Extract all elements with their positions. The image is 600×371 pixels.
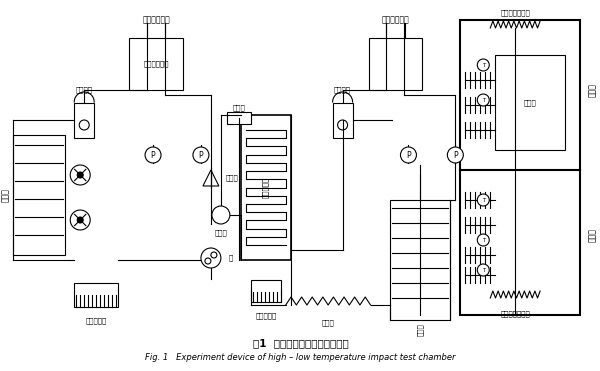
Text: T: T: [482, 197, 485, 203]
Text: P: P: [199, 151, 203, 160]
Bar: [74, 283, 118, 307]
Bar: [368, 38, 422, 90]
Circle shape: [477, 234, 489, 246]
Bar: [241, 115, 291, 260]
Circle shape: [77, 172, 83, 178]
Text: 冷凝蒸发器: 冷凝蒸发器: [262, 177, 269, 198]
Text: 高温级压缩机: 高温级压缩机: [143, 61, 169, 67]
Circle shape: [448, 147, 463, 163]
Circle shape: [477, 59, 489, 71]
Bar: [129, 38, 183, 90]
Bar: [391, 200, 451, 320]
Text: 泵: 泵: [229, 255, 233, 261]
Text: 图1  高低温冲击试验箱实验装置: 图1 高低温冲击试验箱实验装置: [253, 338, 349, 348]
Text: 冷凝器: 冷凝器: [1, 188, 10, 202]
Text: T: T: [482, 267, 485, 273]
Text: T: T: [482, 237, 485, 243]
Text: 蒸发器: 蒸发器: [417, 324, 424, 336]
Text: 油分离器: 油分离器: [76, 87, 93, 93]
Text: 低温箱电加热管: 低温箱电加热管: [500, 311, 530, 317]
Circle shape: [145, 147, 161, 163]
Text: T: T: [482, 62, 485, 68]
Bar: [495, 55, 565, 150]
Text: 高温箱电加热管: 高温箱电加热管: [500, 10, 530, 16]
Bar: [460, 20, 580, 315]
Polygon shape: [203, 170, 219, 186]
Text: 干燥过滤器: 干燥过滤器: [255, 312, 277, 319]
Text: 膨胀阀: 膨胀阀: [215, 230, 227, 236]
Bar: [13, 135, 65, 255]
Circle shape: [77, 217, 83, 223]
Text: 干燥过滤器: 干燥过滤器: [86, 317, 107, 324]
Text: 低温区: 低温区: [588, 228, 597, 242]
Bar: [74, 103, 94, 138]
Text: 感温包: 感温包: [232, 105, 245, 111]
Text: 旁通阀: 旁通阀: [226, 175, 239, 181]
Bar: [227, 112, 251, 124]
Circle shape: [477, 94, 489, 106]
Text: 低温级压缩机: 低温级压缩机: [382, 16, 409, 24]
Bar: [332, 103, 353, 138]
Circle shape: [400, 147, 416, 163]
Circle shape: [477, 264, 489, 276]
Text: 毛细管: 毛细管: [322, 320, 335, 326]
Text: Fig. 1   Experiment device of high – low temperature impact test chamber: Fig. 1 Experiment device of high – low t…: [145, 352, 456, 361]
Circle shape: [477, 194, 489, 206]
Text: P: P: [151, 151, 155, 160]
Text: P: P: [453, 151, 458, 160]
Text: 高温级压缩机: 高温级压缩机: [142, 16, 170, 24]
Bar: [251, 280, 281, 302]
Circle shape: [201, 248, 221, 268]
Circle shape: [212, 206, 230, 224]
Circle shape: [193, 147, 209, 163]
Text: P: P: [406, 151, 411, 160]
Text: T: T: [482, 98, 485, 102]
Text: 测试箱: 测试箱: [524, 99, 536, 106]
Text: 高温区: 高温区: [588, 83, 597, 97]
Text: 油分离器: 油分离器: [334, 87, 351, 93]
